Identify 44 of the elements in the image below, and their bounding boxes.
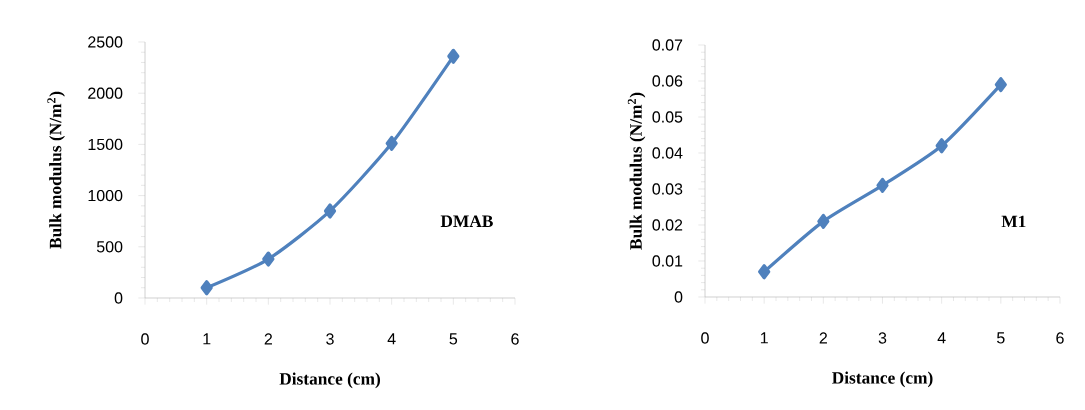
x-axis-title: Distance (cm) (832, 371, 933, 388)
y-tick-label: 0.01 (652, 255, 683, 267)
x-tick-label: 5 (997, 332, 1005, 344)
y-tick-label: 1500 (88, 138, 123, 151)
x-tick-label: 2 (264, 333, 272, 345)
y-tick-label: 0 (674, 291, 683, 303)
point (200, 280, 213, 296)
y-tick-label: 0.07 (652, 39, 683, 51)
y-tick-label: 0.02 (652, 219, 683, 231)
x-axis-title: Distance (cm) (279, 372, 381, 389)
point (385, 135, 398, 151)
annotation: DMAB (440, 215, 493, 227)
x-tick-label: 3 (878, 332, 887, 344)
x-tick-label: 3 (326, 333, 334, 345)
y-tick-label: 2000 (88, 87, 123, 99)
y-tick-label: 1000 (88, 189, 123, 202)
x-tick-label: 6 (511, 333, 519, 345)
x-tick-label: 4 (387, 333, 396, 345)
y-axis-title: Bulk modulus (N/m$^{2}$) (47, 91, 65, 249)
point (994, 77, 1007, 93)
x-tick-label: 0 (701, 332, 709, 344)
annotation: M1 (1001, 215, 1026, 228)
x-tick-label: 1 (203, 333, 211, 345)
y-tick-label: 0.03 (652, 183, 683, 195)
point (447, 48, 460, 64)
y-tick-label: 0.06 (652, 75, 683, 87)
x-tick-label: 5 (449, 333, 458, 345)
y-tick-label: 0 (114, 292, 123, 304)
point (323, 203, 337, 219)
y-tick-label: 0.04 (652, 147, 683, 159)
x-tick-label: 4 (937, 332, 946, 344)
x-tick-label: 1 (760, 332, 768, 344)
point (817, 213, 830, 229)
x-tick-label: 6 (1056, 332, 1064, 344)
y-tick-label: 500 (96, 241, 123, 253)
point (935, 138, 948, 154)
y-tick-label: 2500 (88, 36, 123, 48)
y-axis-title: Bulk modulus (N/m$^{2}$) (627, 92, 646, 250)
point (876, 177, 889, 193)
x-tick-label: 2 (819, 332, 827, 344)
y-tick-label: 0.05 (652, 111, 683, 123)
point (758, 264, 771, 280)
x-tick-label: 0 (141, 333, 149, 345)
point (262, 251, 275, 267)
